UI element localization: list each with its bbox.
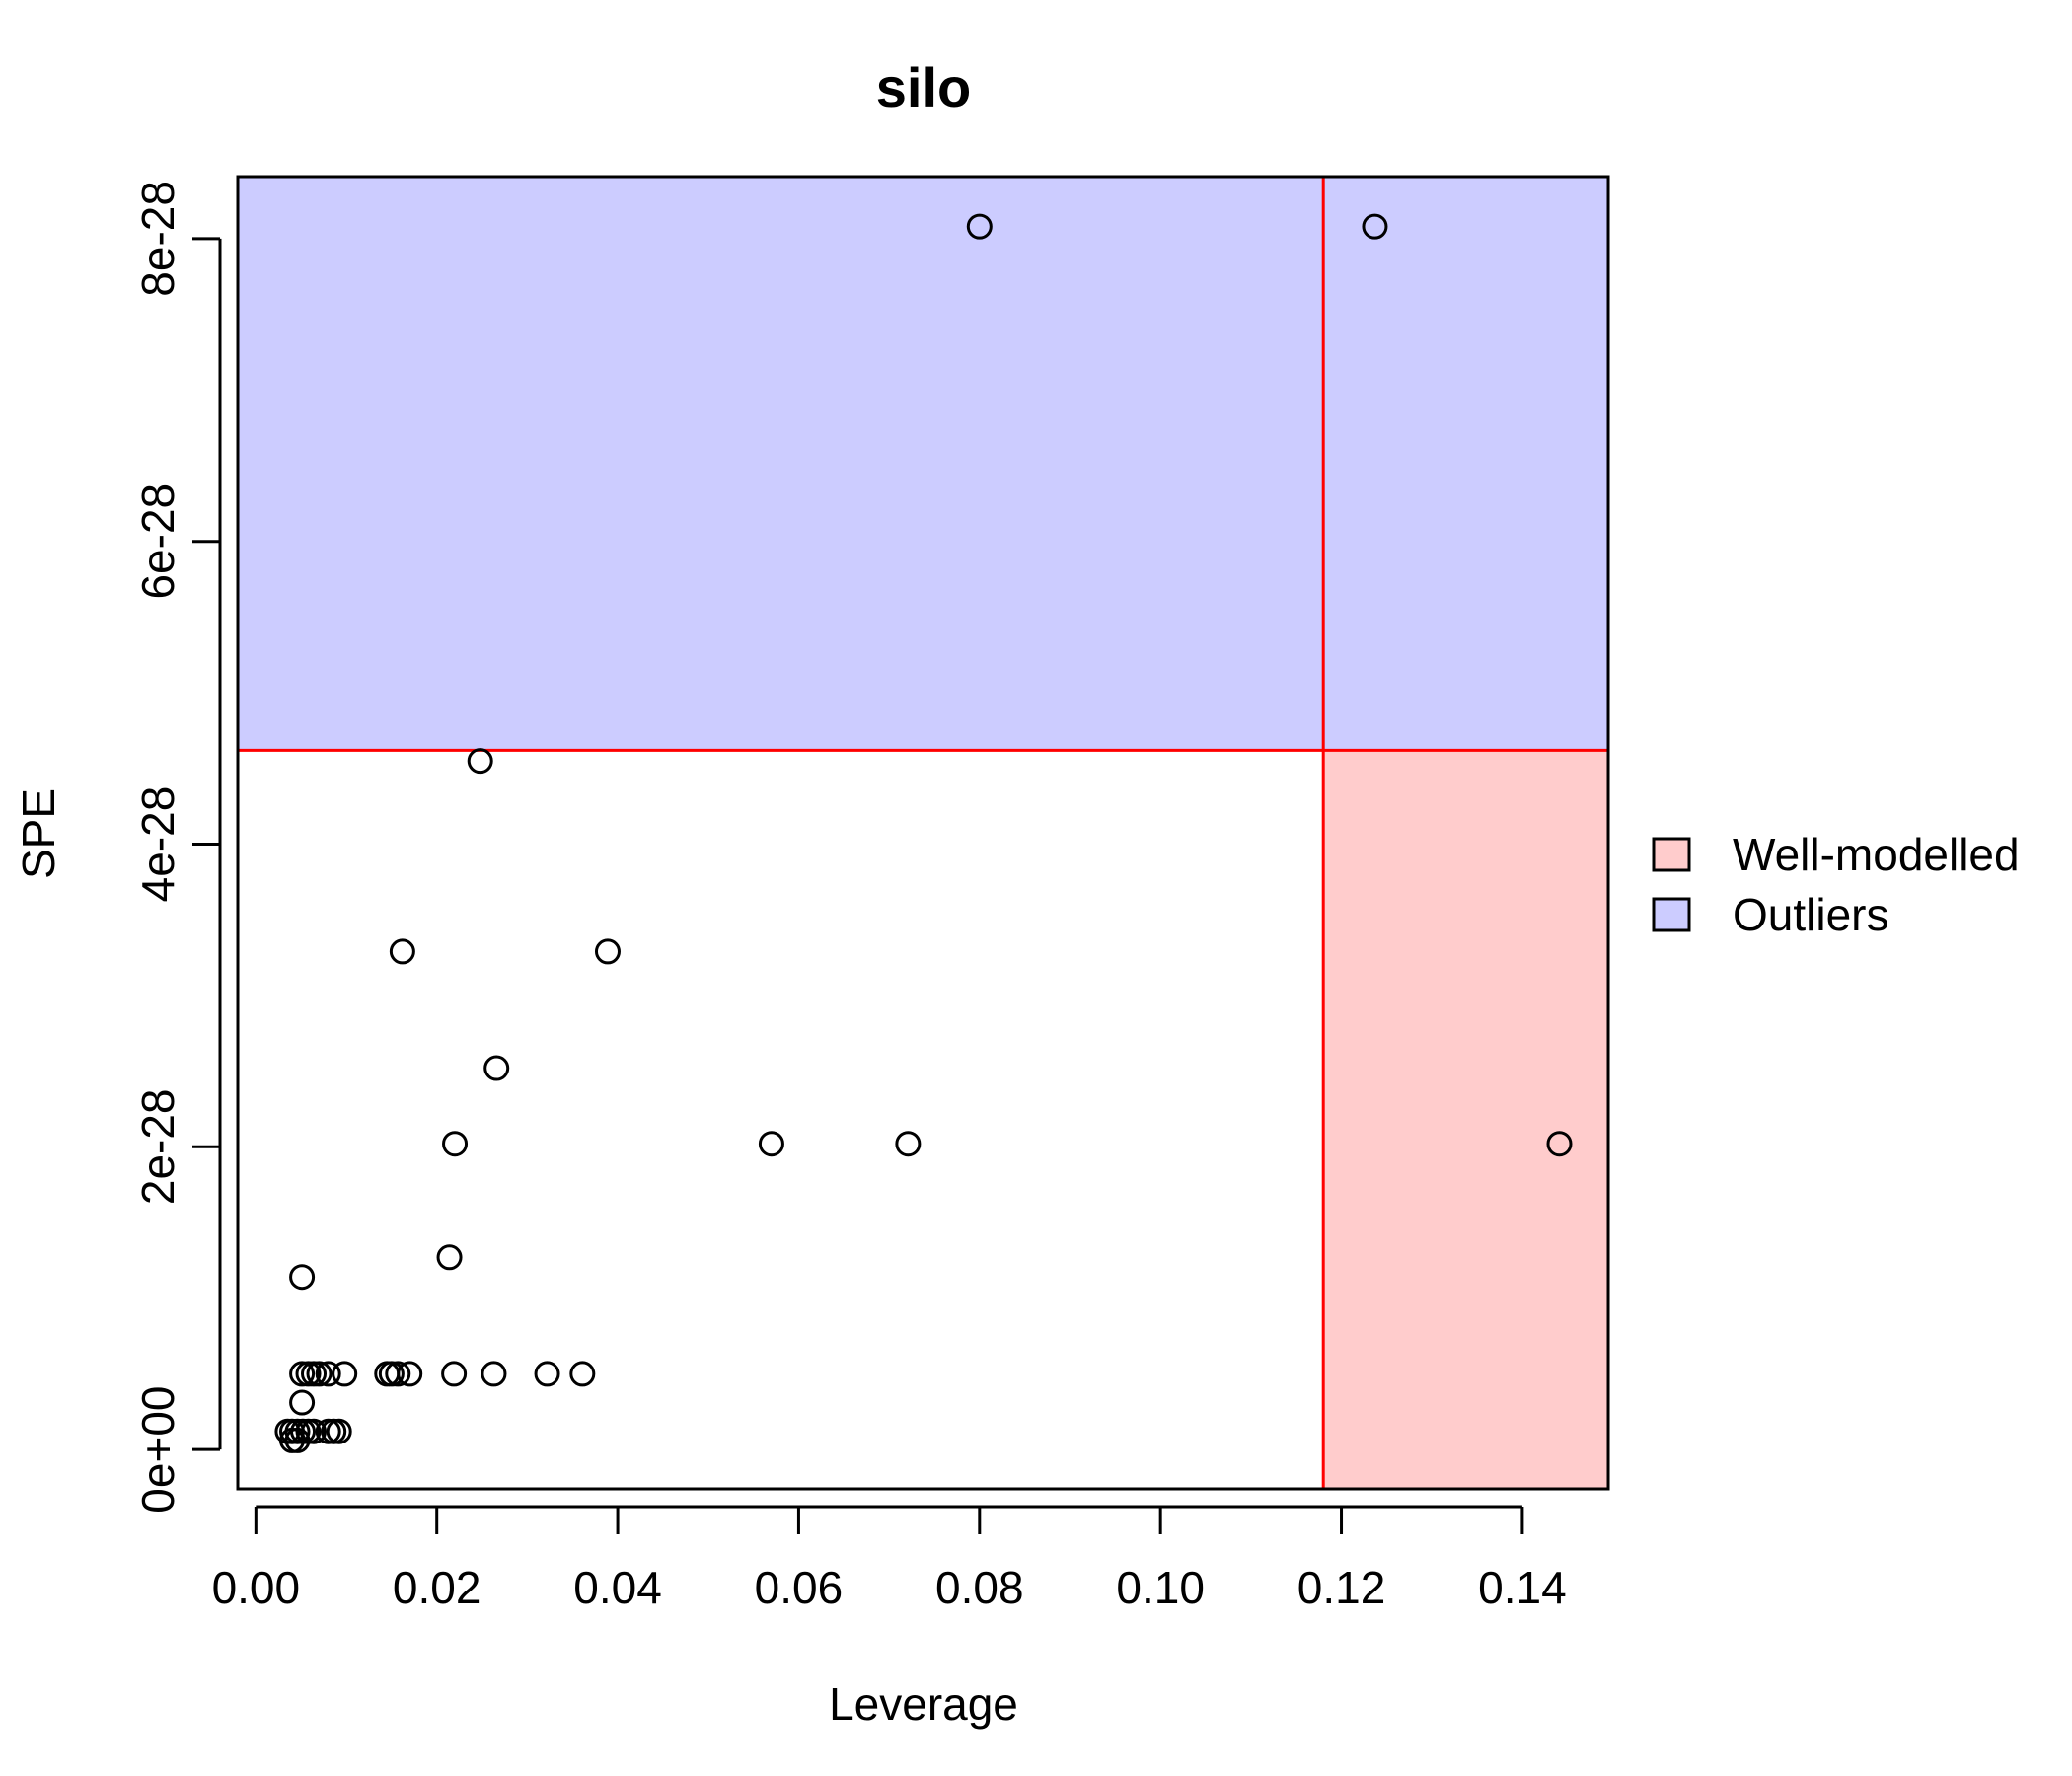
legend-label-outliers: Outliers (1733, 889, 1888, 940)
data-point (483, 1055, 510, 1081)
points-layer (274, 213, 1573, 1453)
threshold-layer (238, 177, 1608, 1489)
y-tick-label: 6e-28 (132, 483, 184, 600)
data-point (289, 1361, 316, 1387)
y-tick-label: 8e-28 (132, 181, 184, 297)
data-point (385, 1361, 411, 1387)
data-point (467, 748, 493, 775)
data-point (397, 1361, 423, 1387)
data-point (326, 1418, 352, 1444)
data-point (569, 1361, 596, 1387)
region-outliers (238, 177, 1608, 751)
axes-layer: 0.00 0.02 0.04 0.06 0.08 0.10 0.12 0.14 0e+00 2e-… (132, 175, 1610, 1613)
data-point (332, 1361, 358, 1387)
x-tick-label: 0.10 (1116, 1562, 1205, 1613)
data-point (289, 1389, 316, 1416)
data-point (289, 1264, 316, 1291)
data-point (442, 1131, 469, 1157)
plot-frame (236, 175, 1610, 1491)
data-point (481, 1361, 507, 1387)
data-point (534, 1361, 560, 1387)
x-tick-label: 0.06 (755, 1562, 844, 1613)
y-tick-label: 4e-28 (132, 786, 184, 903)
region-well-modelled (1323, 750, 1608, 1489)
data-point (306, 1361, 333, 1387)
x-tick-label: 0.04 (573, 1562, 662, 1613)
regions-layer (238, 177, 1608, 1489)
y-axis-label: SPE (13, 788, 64, 879)
data-point (389, 938, 415, 965)
x-axis-label: Leverage (829, 1678, 1018, 1730)
x-tick-label: 0.08 (935, 1562, 1024, 1613)
legend-swatch-outliers (1652, 897, 1691, 932)
x-tick-label: 0.00 (212, 1562, 301, 1613)
data-point (966, 213, 993, 240)
y-tick-label: 0e+00 (132, 1386, 184, 1514)
x-tick-label: 0.14 (1478, 1562, 1567, 1613)
legend-label-well-modelled: Well-modelled (1733, 829, 2020, 880)
data-point (378, 1361, 405, 1387)
x-tick-label: 0.02 (393, 1562, 481, 1613)
data-point (441, 1361, 468, 1387)
data-point (284, 1427, 311, 1453)
legend: Well-modelled Outliers (1652, 829, 2020, 940)
data-point (436, 1244, 463, 1271)
data-point (315, 1361, 341, 1387)
data-point (594, 938, 621, 965)
data-point (1362, 213, 1388, 240)
data-point (758, 1131, 784, 1157)
data-point (895, 1131, 922, 1157)
chart-title: silo (876, 56, 971, 118)
data-point (1546, 1131, 1573, 1157)
y-tick-label: 2e-28 (132, 1088, 184, 1205)
x-tick-label: 0.12 (1297, 1562, 1386, 1613)
legend-swatch-well-modelled (1652, 837, 1691, 872)
